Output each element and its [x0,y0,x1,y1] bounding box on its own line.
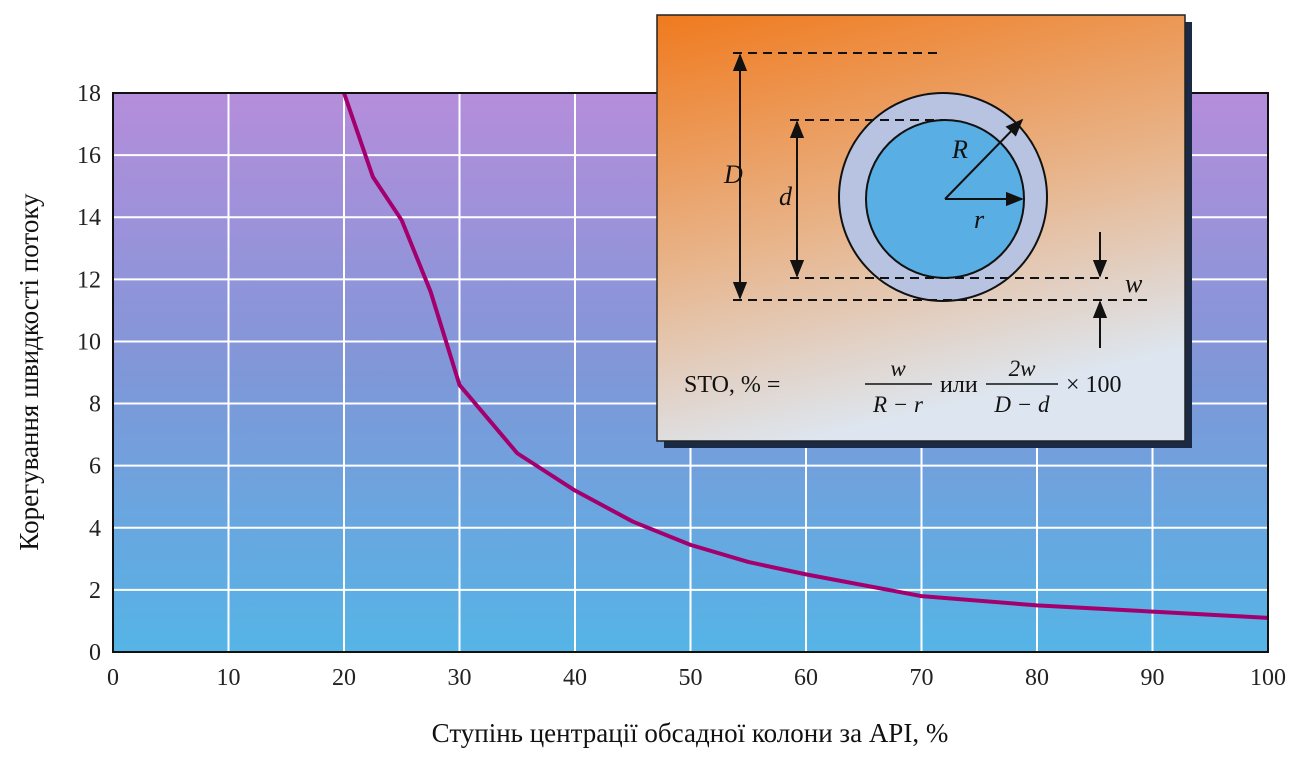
x-tick-label: 30 [448,665,472,691]
x-tick-label: 60 [794,665,818,691]
y-tick-label: 4 [89,516,101,542]
y-tick-label: 2 [89,578,101,604]
formula-tail: × 100 [1066,372,1122,398]
x-tick-label: 20 [332,665,356,691]
x-tick-label: 10 [217,665,241,691]
y-tick-label: 6 [89,454,101,480]
x-axis-label: Ступінь центрації обсадної колони за API… [432,718,949,748]
x-tick-label: 50 [679,665,703,691]
label-d: d [779,182,793,211]
x-tick-label: 100 [1250,665,1286,691]
chart: 0 10 20 30 40 50 60 70 80 90 100 0 2 4 6 8 10 12 14 16 18 Ст… [0,0,1291,754]
x-tick-label: 0 [107,665,119,691]
y-tick-label: 0 [89,640,101,666]
y-tick-label: 18 [77,81,101,107]
label-w: w [1125,269,1143,298]
x-tick-label: 90 [1141,665,1165,691]
x-tick-label: 40 [563,665,587,691]
y-tick-label: 16 [77,143,101,169]
formula-den2: D − d [993,392,1050,417]
x-tick-label: 70 [910,665,934,691]
formula-num2: 2w [1009,356,1037,381]
y-tick-label: 10 [77,329,101,355]
x-tick-label: 80 [1025,665,1049,691]
y-tick-label: 14 [77,205,101,231]
formula-lead: STO, % = [684,372,780,398]
label-D: D [723,160,743,189]
y-tick-label: 12 [77,267,101,293]
label-R: R [951,135,968,164]
inset-diagram: D d R r w STO, % = w R − r или 2w D − d … [657,15,1192,448]
y-tick-label: 8 [89,392,101,418]
label-r: r [974,205,985,234]
formula-den1: R − r [872,392,924,417]
formula-num1: w [890,356,906,381]
formula-or: или [940,372,978,398]
y-axis-label: Корегування швидкості потоку [14,193,44,551]
